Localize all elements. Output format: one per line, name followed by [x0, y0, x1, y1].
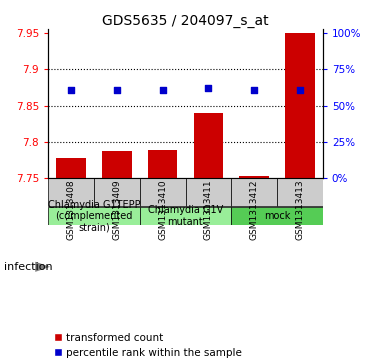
Text: GSM1313413: GSM1313413: [295, 180, 304, 240]
Bar: [48, 178, 94, 207]
Bar: [285, 33, 315, 178]
Point: [251, 87, 257, 93]
Text: Chlamydia G1TEPP
(complemented
strain): Chlamydia G1TEPP (complemented strain): [48, 200, 140, 233]
Text: GSM1313410: GSM1313410: [158, 180, 167, 240]
Bar: [186, 178, 231, 207]
Bar: [277, 178, 323, 207]
Bar: [148, 150, 177, 178]
Text: mock: mock: [264, 211, 290, 221]
Bar: [231, 207, 323, 225]
Bar: [194, 113, 223, 178]
Text: infection: infection: [4, 262, 52, 272]
Point: [68, 87, 74, 93]
Point: [114, 87, 120, 93]
Bar: [94, 178, 140, 207]
Point: [160, 87, 165, 93]
Text: GSM1313408: GSM1313408: [67, 180, 76, 240]
Text: Chlamydia G1V
mutant: Chlamydia G1V mutant: [148, 205, 223, 227]
Title: GDS5635 / 204097_s_at: GDS5635 / 204097_s_at: [102, 14, 269, 28]
Bar: [140, 178, 186, 207]
Bar: [102, 151, 132, 178]
Text: GSM1313412: GSM1313412: [250, 180, 259, 240]
Legend: transformed count, percentile rank within the sample: transformed count, percentile rank withi…: [53, 333, 242, 358]
Bar: [239, 176, 269, 178]
Bar: [140, 207, 231, 225]
Bar: [56, 158, 86, 178]
Point: [206, 85, 211, 91]
Bar: [231, 178, 277, 207]
Polygon shape: [35, 262, 50, 272]
Bar: [48, 207, 140, 225]
Point: [297, 87, 303, 93]
Text: GSM1313411: GSM1313411: [204, 180, 213, 240]
Text: GSM1313409: GSM1313409: [112, 180, 121, 240]
